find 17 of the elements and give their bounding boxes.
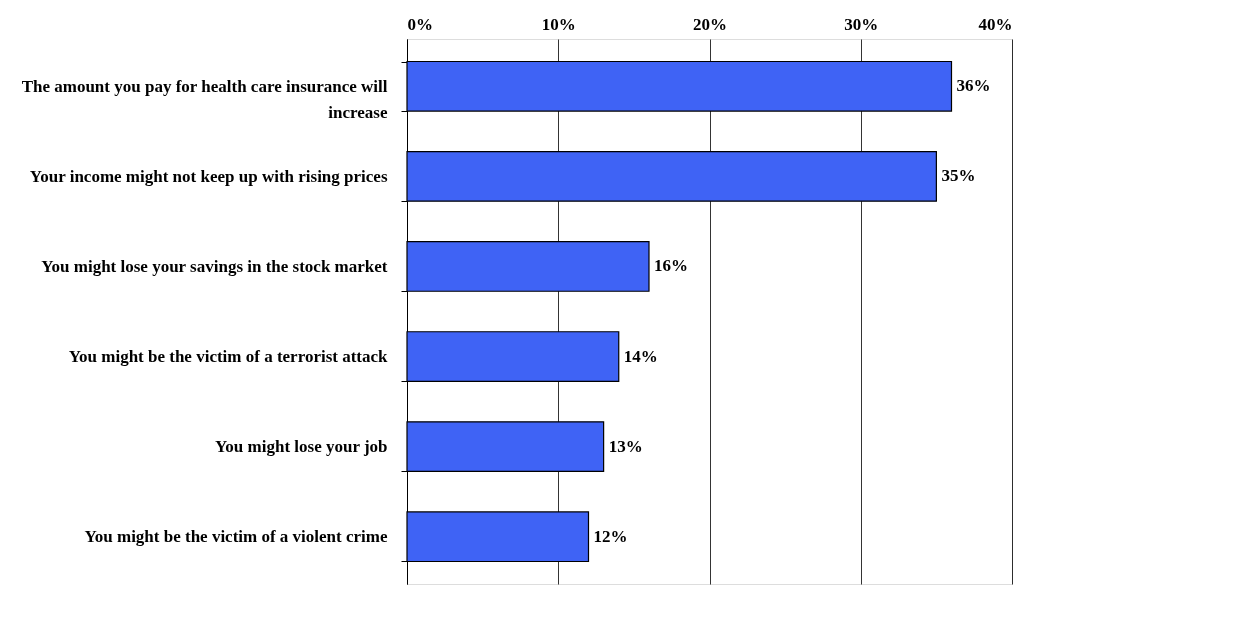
data-label: 36% (956, 76, 991, 96)
x-tick-label: 20% (693, 14, 727, 34)
y-tick-label: You might lose your savings in the stock market (41, 256, 388, 276)
y-tick-label: You might be the victim of a violent crime (84, 527, 388, 547)
y-tick-label: You might be the victim of a terrorist attack (68, 347, 389, 367)
x-tick-label: 40% (978, 14, 1013, 34)
x-tick-label: 0% (407, 14, 433, 34)
y-tick-label: Your income might not keep up with rising prices (29, 166, 388, 186)
data-label: 14% (623, 346, 658, 366)
data-label: 13% (608, 436, 643, 456)
y-tick-label: The amount you pay for health care insurance will increase (21, 76, 388, 122)
y-tick-label: You might lose your job (214, 437, 388, 457)
x-tick-label: 10% (541, 14, 576, 34)
data-label: 16% (654, 256, 688, 276)
data-label: 35% (941, 166, 976, 186)
data-label: 12% (593, 526, 628, 546)
x-tick-label: 30% (844, 14, 879, 34)
